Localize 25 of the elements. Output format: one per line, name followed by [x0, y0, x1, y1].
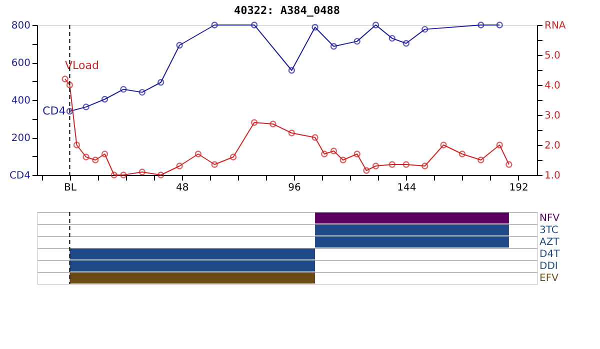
y-tick-label: AZT [540, 237, 560, 248]
y2-tick-label: 2.0 [544, 140, 560, 152]
x-tick-label: 192 [509, 182, 528, 194]
y-tick-label: DDI [540, 261, 558, 272]
chart-title: 40322: A384_0488 [234, 4, 340, 17]
y-tick-label: D4T [540, 249, 561, 260]
y2-tick-label: 1.0 [544, 170, 560, 182]
x-tick-label: 96 [288, 182, 301, 194]
y-tick-label: NFV [540, 213, 560, 224]
y-tick-label: 200 [11, 133, 30, 144]
y2-tick-label: RNA [544, 20, 566, 32]
x-tick-label: 144 [397, 182, 416, 194]
x-tick-label: 48 [176, 182, 189, 194]
y-tick-label: 800 [11, 20, 30, 32]
y2-tick-label: 4.0 [544, 80, 560, 92]
y-tick-label: 400 [11, 96, 30, 106]
y-tick-label: 600 [11, 58, 30, 69]
y2-tick-label: 5.0 [544, 50, 560, 62]
series-label: CD4 [42, 104, 66, 118]
y-tick-label: CD4 [9, 170, 30, 182]
y2-tick-label: 3.0 [544, 110, 560, 122]
y-tick-label: EFV [540, 273, 559, 284]
y-tick-label: 3TC [540, 225, 558, 236]
series-label: VLoad [65, 59, 99, 72]
x-tick-label: BL [64, 182, 77, 194]
